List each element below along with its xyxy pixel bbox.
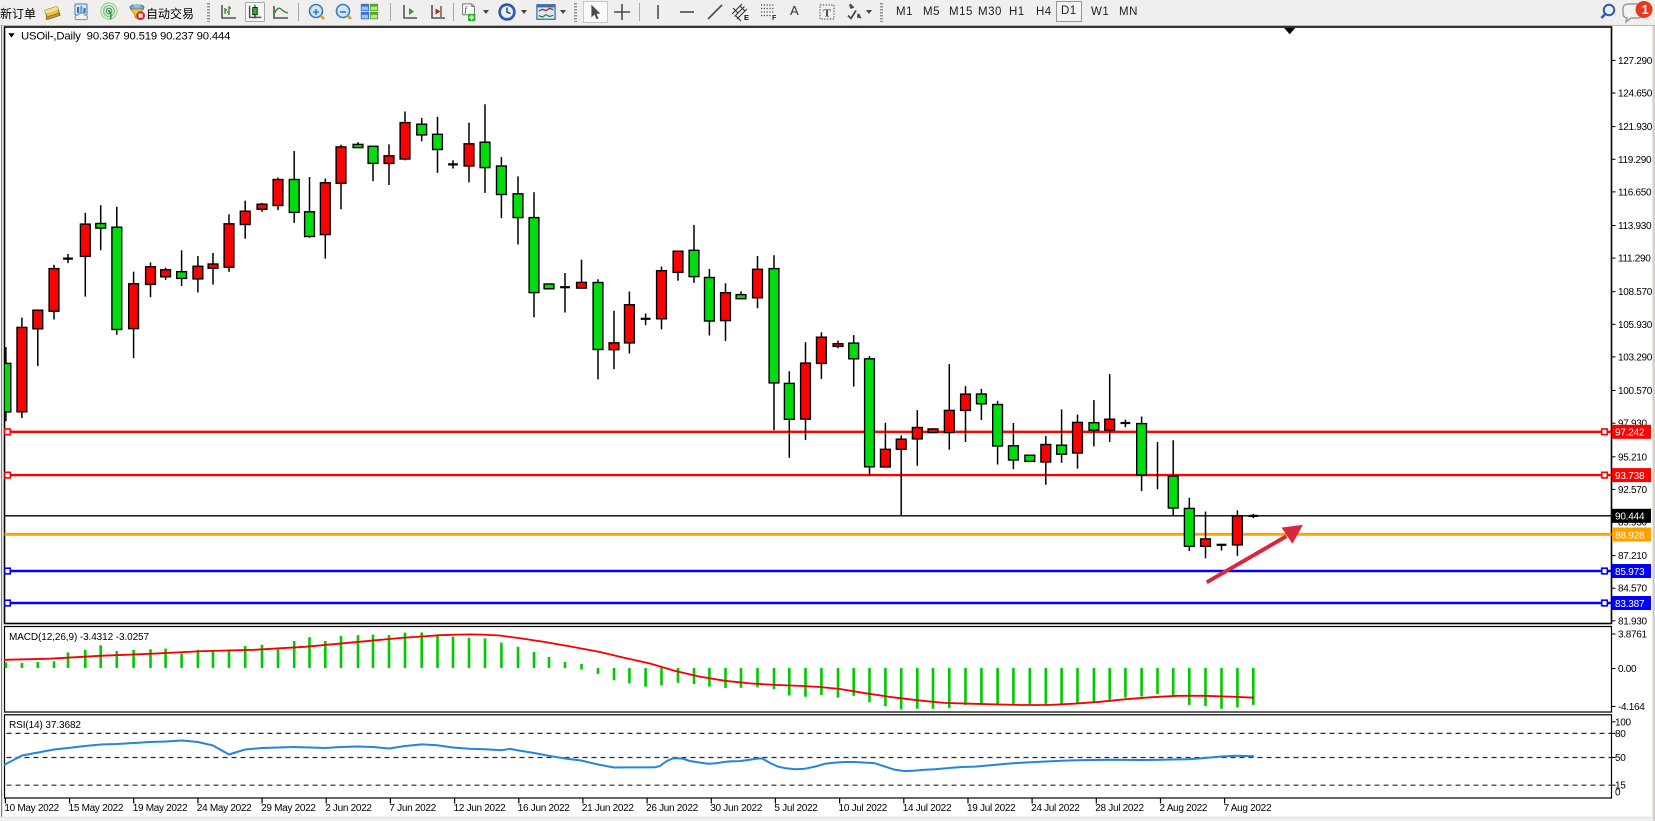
svg-text:88.928: 88.928 bbox=[1615, 530, 1645, 541]
svg-text:113.930: 113.930 bbox=[1618, 221, 1652, 232]
svg-text:f: f bbox=[464, 5, 468, 14]
svg-text:89.930: 89.930 bbox=[1618, 518, 1648, 529]
svg-text:105.930: 105.930 bbox=[1618, 320, 1653, 331]
svg-text:3.8761: 3.8761 bbox=[1618, 630, 1648, 641]
svg-text:100.570: 100.570 bbox=[1618, 386, 1653, 397]
svg-text:95.210: 95.210 bbox=[1618, 452, 1648, 463]
svg-text:24 Jul 2022: 24 Jul 2022 bbox=[1031, 803, 1080, 814]
svg-text:7 Aug 2022: 7 Aug 2022 bbox=[1224, 803, 1272, 814]
svg-text:87.210: 87.210 bbox=[1618, 551, 1648, 562]
svg-text:1: 1 bbox=[1642, 3, 1649, 17]
svg-text:15: 15 bbox=[1615, 781, 1626, 792]
svg-text:28 Jul 2022: 28 Jul 2022 bbox=[1095, 803, 1144, 814]
svg-text:7 Jun 2022: 7 Jun 2022 bbox=[389, 803, 436, 814]
svg-text:80: 80 bbox=[1615, 729, 1626, 740]
svg-text:84.570: 84.570 bbox=[1618, 584, 1648, 595]
svg-text:2 Jun 2022: 2 Jun 2022 bbox=[325, 803, 372, 814]
svg-text:2 Aug 2022: 2 Aug 2022 bbox=[1160, 803, 1208, 814]
svg-text:92.570: 92.570 bbox=[1618, 485, 1648, 496]
svg-text:29 May 2022: 29 May 2022 bbox=[261, 803, 316, 814]
svg-text:E: E bbox=[744, 13, 749, 22]
svg-text:19 Jul 2022: 19 Jul 2022 bbox=[967, 803, 1016, 814]
svg-text:83.387: 83.387 bbox=[1615, 599, 1645, 610]
svg-text:97.930: 97.930 bbox=[1618, 419, 1648, 430]
svg-text:100: 100 bbox=[1615, 717, 1632, 728]
svg-text:90.444: 90.444 bbox=[1615, 512, 1645, 523]
svg-text:124.650: 124.650 bbox=[1618, 89, 1653, 100]
svg-text:108.570: 108.570 bbox=[1618, 287, 1653, 298]
svg-text:RSI(14) 37.3682: RSI(14) 37.3682 bbox=[9, 720, 81, 731]
svg-text:MACD(12,26,9) -3.4312 -3.0257: MACD(12,26,9) -3.4312 -3.0257 bbox=[9, 632, 149, 643]
svg-text:F: F bbox=[772, 15, 777, 22]
svg-text:116.650: 116.650 bbox=[1618, 187, 1652, 198]
svg-text:14 Jul 2022: 14 Jul 2022 bbox=[903, 803, 952, 814]
svg-text:127.290: 127.290 bbox=[1618, 56, 1653, 67]
svg-text:21 Jun 2022: 21 Jun 2022 bbox=[582, 803, 634, 814]
svg-text:10 May 2022: 10 May 2022 bbox=[4, 803, 59, 814]
svg-text:81.930: 81.930 bbox=[1618, 616, 1648, 627]
svg-text:93.738: 93.738 bbox=[1615, 471, 1645, 482]
svg-text:T: T bbox=[823, 8, 831, 20]
svg-text:30 Jun 2022: 30 Jun 2022 bbox=[710, 803, 762, 814]
svg-text:119.290: 119.290 bbox=[1618, 155, 1652, 166]
svg-text:10 Jul 2022: 10 Jul 2022 bbox=[839, 803, 888, 814]
svg-text:12 Jun 2022: 12 Jun 2022 bbox=[454, 803, 506, 814]
svg-text:5 Jul 2022: 5 Jul 2022 bbox=[774, 803, 818, 814]
svg-text:121.930: 121.930 bbox=[1618, 122, 1653, 133]
svg-text:103.290: 103.290 bbox=[1618, 352, 1653, 363]
svg-text:19 May 2022: 19 May 2022 bbox=[133, 803, 188, 814]
svg-text:97.242: 97.242 bbox=[1615, 428, 1645, 439]
svg-text:50: 50 bbox=[1615, 753, 1626, 764]
svg-text:85.973: 85.973 bbox=[1615, 567, 1645, 578]
svg-text:111.290: 111.290 bbox=[1618, 254, 1651, 265]
svg-text:0: 0 bbox=[1615, 788, 1621, 799]
svg-text:24 May 2022: 24 May 2022 bbox=[197, 803, 252, 814]
svg-text:26 Jun 2022: 26 Jun 2022 bbox=[646, 803, 698, 814]
svg-text:USOil-,Daily 90.367 90.519 90: USOil-,Daily 90.367 90.519 90.237 90.444 bbox=[21, 30, 230, 42]
svg-text:-4.164: -4.164 bbox=[1618, 702, 1645, 713]
svg-text:0.00: 0.00 bbox=[1618, 664, 1637, 675]
svg-text:16 Jun 2022: 16 Jun 2022 bbox=[518, 803, 570, 814]
svg-text:15 May 2022: 15 May 2022 bbox=[69, 803, 124, 814]
